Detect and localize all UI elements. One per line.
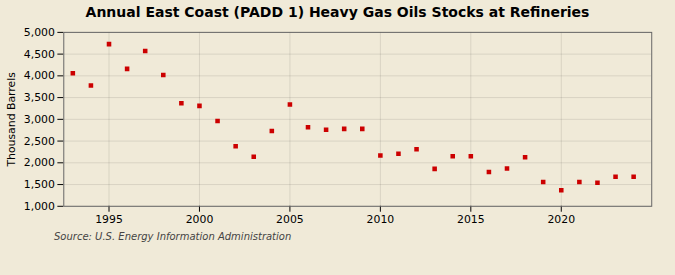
svg-text:3,500: 3,500 [24, 91, 55, 104]
svg-text:2000: 2000 [186, 213, 214, 226]
svg-text:1,500: 1,500 [24, 178, 55, 191]
svg-text:Thousand Barrels: Thousand Barrels [5, 72, 18, 168]
svg-text:4,000: 4,000 [24, 69, 55, 82]
html-text:Annual East Coast (PADD 1) Hea: Annual East Coast (PADD 1) Heavy Gas Oil… [85, 4, 590, 20]
svg-text:2015: 2015 [457, 213, 485, 226]
svg-text:1995: 1995 [95, 213, 123, 226]
svg-text:4,500: 4,500 [24, 48, 55, 61]
svg-text:3,000: 3,000 [24, 113, 55, 126]
svg-text:2005: 2005 [276, 213, 304, 226]
svg-text:1,000: 1,000 [24, 200, 55, 213]
svg-text:2,000: 2,000 [24, 156, 55, 169]
html-text:Source: U.S. Energy Informatio: Source: U.S. Energy Information Administ… [54, 231, 292, 243]
svg-text:2010: 2010 [367, 213, 395, 226]
svg-text:5,000: 5,000 [24, 26, 55, 39]
svg-text:2,500: 2,500 [24, 135, 55, 148]
svg-text:2020: 2020 [547, 213, 575, 226]
